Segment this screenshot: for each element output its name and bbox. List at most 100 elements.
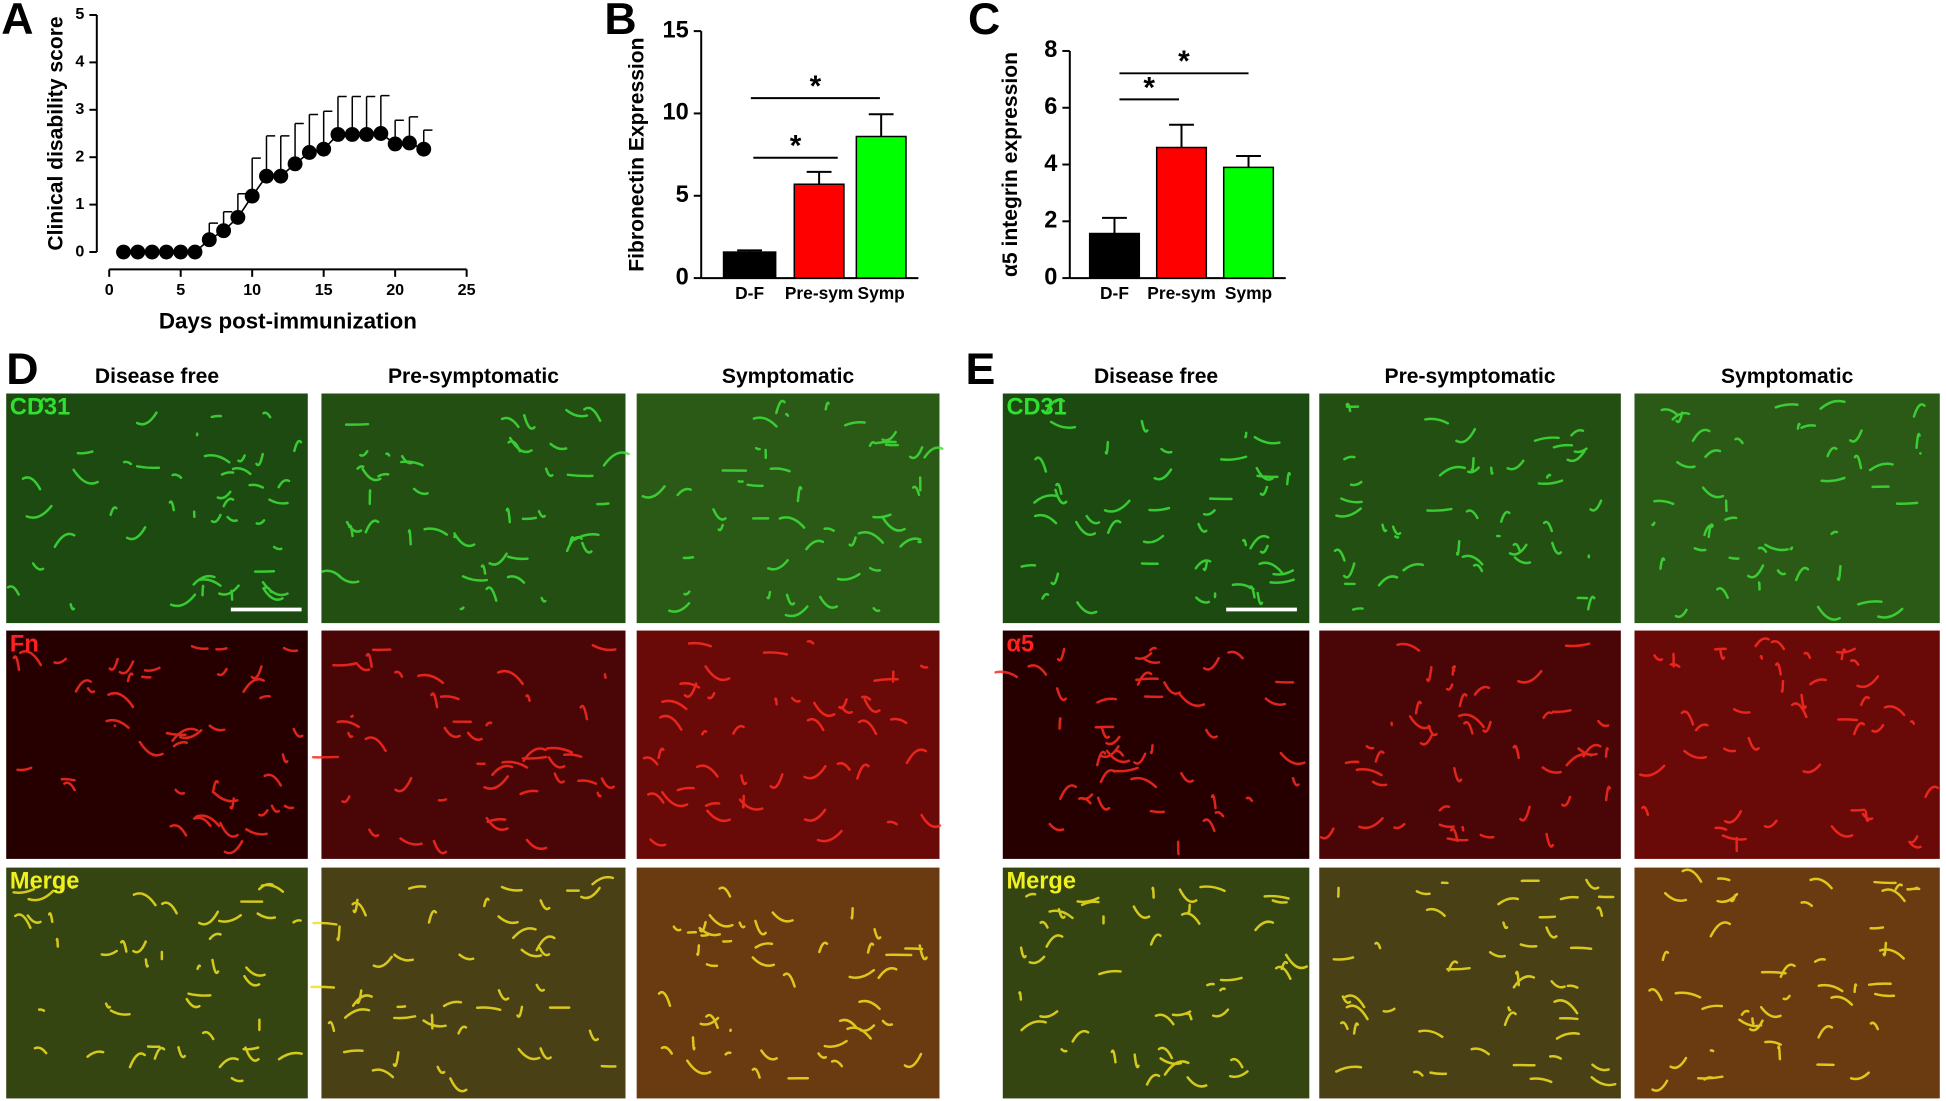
y-tick-label: 2 [1044, 207, 1057, 233]
data-point [259, 168, 274, 184]
x-tick-label: Symp [858, 283, 905, 303]
micrograph [1634, 393, 1940, 624]
y-tick-label: 1 [75, 195, 84, 213]
vessels [310, 875, 617, 1093]
vessels [12, 644, 304, 855]
y-tick-label: 10 [663, 99, 689, 125]
column-title: Symptomatic [1721, 365, 1854, 388]
y-tick-label: 4 [1044, 150, 1057, 176]
x-tick-label: D-F [1100, 283, 1129, 303]
panel-label: E [966, 345, 996, 394]
y-tick-label: 15 [663, 16, 689, 42]
y-tick-label: 6 [1044, 93, 1057, 119]
bar [1155, 146, 1208, 279]
data-point [158, 244, 174, 260]
micrograph [636, 867, 940, 1099]
significance-mark: * [790, 130, 802, 163]
data-point [201, 232, 217, 248]
error-bar [1169, 123, 1194, 148]
vessels [1648, 868, 1921, 1092]
row-label: Merge [10, 868, 79, 894]
bar [855, 135, 907, 279]
x-tick-label: 20 [386, 281, 404, 299]
y-tick-label: 0 [75, 242, 84, 260]
y-tick-label: 0 [1044, 263, 1057, 289]
y-axis-title: Fibronectin Expression [625, 37, 648, 271]
vessels [657, 886, 928, 1080]
data-point [301, 145, 317, 160]
x-tick-label: Pre-sym [785, 283, 854, 303]
row-label: Merge [1007, 868, 1076, 894]
data-point [216, 223, 232, 239]
column-title: Symptomatic [722, 365, 855, 388]
data-point [116, 244, 131, 260]
micrograph [1634, 630, 1940, 859]
error-bar [1236, 155, 1261, 168]
significance-mark: * [1178, 45, 1190, 78]
y-tick-label: 5 [75, 5, 84, 23]
data-point [273, 168, 289, 184]
row-label: CD31 [1007, 394, 1067, 420]
data-point [416, 141, 432, 157]
data-point [173, 244, 189, 260]
vessels [12, 882, 303, 1083]
micrograph [321, 393, 626, 624]
error-bar [868, 113, 894, 137]
significance-mark: * [1143, 71, 1155, 104]
vessels [321, 406, 630, 611]
column-title: Disease free [95, 365, 219, 388]
x-tick-label: D-F [735, 283, 764, 303]
micrograph [1002, 867, 1310, 1099]
micrograph [636, 630, 940, 859]
vessels [1651, 399, 1926, 621]
data-line [123, 132, 425, 253]
x-tick-label: Symp [1225, 283, 1272, 303]
data-point [359, 127, 375, 142]
vessels [1332, 878, 1617, 1087]
panel-label: B [604, 0, 636, 44]
x-tick-label: 0 [105, 281, 114, 299]
vessels [994, 646, 1306, 856]
micrograph [1319, 867, 1621, 1099]
y-tick-label: 0 [676, 263, 689, 289]
micrograph [6, 630, 308, 859]
y-tick-label: 3 [75, 100, 84, 118]
vessels [6, 397, 303, 611]
vessels [1319, 642, 1612, 848]
bar [1222, 166, 1275, 279]
y-tick-label: 8 [1044, 36, 1057, 62]
x-tick-label: 5 [176, 281, 185, 299]
data-point [187, 244, 203, 260]
vessels [311, 644, 617, 855]
micrograph [1002, 393, 1310, 624]
bar [1088, 232, 1141, 279]
x-tick-label: 15 [315, 281, 333, 299]
vessels [641, 399, 944, 618]
data-point [330, 127, 346, 142]
row-label: CD31 [10, 394, 70, 420]
bar [793, 183, 845, 279]
micrograph [1002, 630, 1310, 859]
bar [722, 251, 777, 279]
data-point [373, 126, 389, 141]
column-title: Pre-symptomatic [1385, 365, 1556, 388]
micrograph [636, 393, 940, 624]
x-tick-label: 25 [458, 281, 476, 299]
data-point [130, 244, 146, 260]
vessels [642, 640, 942, 847]
panel-label: D [6, 345, 38, 394]
micrograph [1319, 393, 1621, 624]
vessels [1333, 402, 1603, 611]
error-bar [1102, 216, 1127, 234]
micrograph [1319, 630, 1621, 859]
data-point [387, 136, 403, 152]
column-title: Disease free [1094, 365, 1218, 388]
panel-label: C [968, 0, 1000, 44]
y-tick-label: 2 [75, 147, 84, 165]
row-label: Fn [10, 631, 39, 657]
error-bar [806, 170, 832, 185]
column-title: Pre-symptomatic [388, 365, 559, 388]
y-axis-title: Clinical disability score [45, 16, 68, 250]
micrograph [321, 867, 626, 1099]
